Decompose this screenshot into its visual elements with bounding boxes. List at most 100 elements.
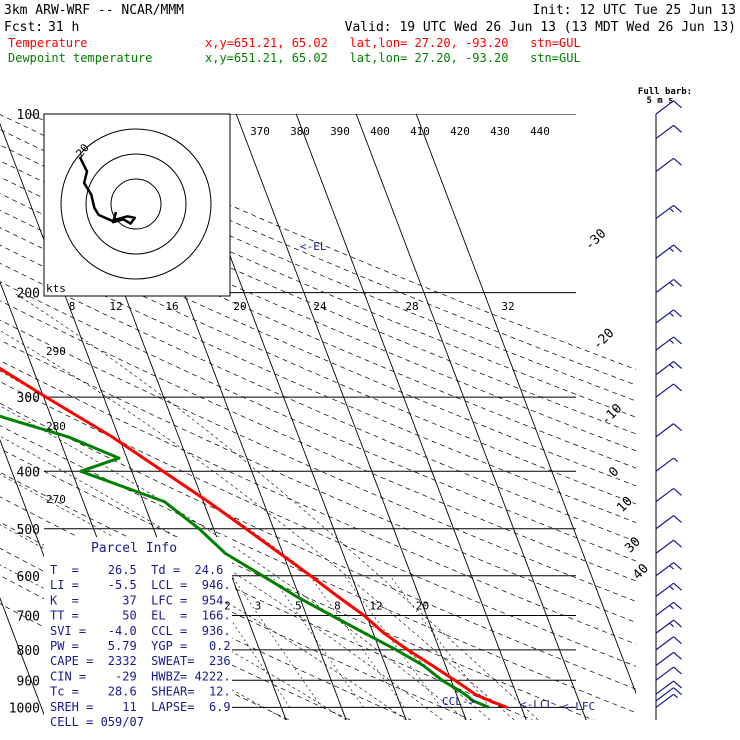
- mixing-ratio-label: 20: [416, 600, 429, 613]
- wind-barb: [655, 666, 682, 681]
- wind-barb: [655, 100, 682, 115]
- parcel-info-row: LI = -5.5 LCL = 946.: [50, 578, 231, 592]
- wind-barb: [655, 515, 682, 530]
- wind-barb: [655, 651, 682, 667]
- model-title: 3km ARW-WRF -- NCAR/MMM: [4, 3, 184, 18]
- mixing-ratio-label: 5: [295, 600, 302, 613]
- pressure-tick-label: 800: [17, 644, 40, 659]
- hodograph-ring: [110, 178, 162, 230]
- moist-adiabat-line: [0, 435, 443, 720]
- theta-e-label: 12: [109, 300, 122, 313]
- hodograph-ring: [85, 153, 187, 255]
- parcel-level-annotation: <-EL: [300, 240, 327, 253]
- wind-barb: [655, 636, 682, 651]
- wind-barb: [655, 244, 682, 259]
- parcel-level-annotation: CCL->: [442, 695, 475, 708]
- wind-barb: [655, 423, 682, 438]
- dewpoint-profile-line: [0, 414, 490, 709]
- theta-label: 380: [290, 125, 310, 138]
- wind-barb: [655, 619, 682, 634]
- wind-barb: [655, 124, 682, 140]
- parcel-info-row: Tc = 28.6 SHEAR= 12.: [50, 685, 231, 699]
- theta-label: 370: [250, 125, 270, 138]
- wind-barb: [655, 383, 682, 398]
- pressure-tick-label: 600: [17, 570, 40, 585]
- chart-header: 3km ARW-WRF -- NCAR/MMM Init: 12 UTC Tue…: [4, 3, 736, 106]
- dry-adiabat-line: [0, 547, 351, 720]
- parcel-info-panel: Parcel Info T = 26.5 Td = 24.6LI = -5.5 …: [50, 541, 231, 729]
- wind-barb: [655, 336, 682, 351]
- mixing-ratio-label: 12: [369, 600, 382, 613]
- pressure-tick-label: 100: [17, 108, 40, 123]
- forecast-label: Fcst:: [4, 20, 43, 35]
- dry-adiabat-line: [0, 339, 636, 623]
- isotherm-line: [295, 114, 527, 720]
- wind-barb: [655, 278, 682, 294]
- hodograph-box: [43, 113, 231, 297]
- valid-time: Valid: 19 UTC Wed 26 Jun 13 (13 MDT Wed …: [345, 20, 736, 35]
- pressure-tick-label: 400: [17, 465, 40, 480]
- theta-label: 420: [450, 125, 470, 138]
- parcel-info-row: CIN = -29 HWBZ= 4222.: [50, 669, 231, 683]
- isotherm-right-label: -30: [582, 226, 609, 253]
- isotherm-right-label: 0: [606, 464, 622, 480]
- wind-barb: [655, 582, 682, 597]
- wind-barb: [655, 562, 682, 577]
- isotherm-line: [175, 114, 407, 720]
- mixing-ratio-line: [389, 575, 490, 708]
- dry-adiabat-line: [0, 425, 636, 714]
- parcel-level-annotation: <-LFC: [562, 700, 595, 713]
- wind-barb: [655, 601, 682, 616]
- parcel-info-row: CELL = 059/07: [50, 715, 144, 729]
- theta-e-label: 20: [233, 300, 246, 313]
- theta-e-label: 32: [501, 300, 514, 313]
- wind-barb: [655, 693, 678, 708]
- dry-adiabat-line: [0, 402, 636, 690]
- dewpoint-location: x,y=651.21, 65.02 lat,lon= 27.20, -93.20…: [205, 51, 581, 65]
- theta-label: 400: [370, 125, 390, 138]
- moist-adiabat-line: [0, 330, 515, 720]
- dewpoint-legend: Dewpoint temperature: [8, 51, 153, 65]
- theta-label: 390: [330, 125, 350, 138]
- wind-barb: [655, 309, 682, 324]
- isotherm-right-label: -10: [598, 401, 625, 428]
- dry-adiabat-line: [0, 471, 533, 720]
- wind-barb: [655, 680, 682, 695]
- parcel-info-row: T = 26.5 Td = 24.6: [50, 563, 223, 577]
- init-time: Init: 12 UTC Tue 25 Jun 13: [533, 3, 737, 18]
- dry-adiabat-line: [0, 496, 472, 720]
- wind-barb: [655, 539, 682, 554]
- pressure-tick-label: 1000: [9, 701, 40, 716]
- theta-label: 440: [530, 125, 550, 138]
- pressure-tick-label: 300: [17, 391, 40, 406]
- mixing-ratio-line: [271, 575, 364, 708]
- theta-label: 430: [490, 125, 510, 138]
- wind-legend-title: Full barb:: [638, 87, 692, 97]
- pressure-tick-label: 500: [17, 523, 40, 538]
- mixing-ratio-line: [231, 575, 322, 708]
- theta-side-label: 270: [46, 493, 66, 506]
- wind-barb: [655, 157, 682, 172]
- parcel-info-row: CAPE = 2332 SWEAT= 236: [50, 654, 231, 668]
- moist-adiabat-line: [13, 292, 539, 720]
- theta-label: 410: [410, 125, 430, 138]
- isotherm-right-label: 10: [614, 494, 636, 516]
- wind-barb: [655, 361, 682, 376]
- forecast-hours: 31 h: [48, 20, 79, 35]
- temperature-legend: Temperature: [8, 36, 87, 50]
- theta-e-label: 8: [69, 300, 76, 313]
- mixing-ratio-label: 3: [255, 600, 262, 613]
- mixing-ratio-label: 8: [334, 600, 341, 613]
- dry-adiabat-line: [0, 319, 636, 602]
- parcel-info-box: [44, 537, 232, 720]
- theta-e-label: 24: [313, 300, 327, 313]
- mixing-ratio-line: [309, 575, 405, 708]
- wind-barb: [655, 487, 682, 503]
- wind-barb: [655, 204, 682, 219]
- isotherm-line: [415, 114, 636, 695]
- pressure-tick-label: 200: [17, 287, 40, 302]
- parcel-info-row: SREH = 11 LAPSE= 6.9: [50, 700, 231, 714]
- theta-side-label: 290: [46, 345, 66, 358]
- isotherm-line: [355, 114, 587, 720]
